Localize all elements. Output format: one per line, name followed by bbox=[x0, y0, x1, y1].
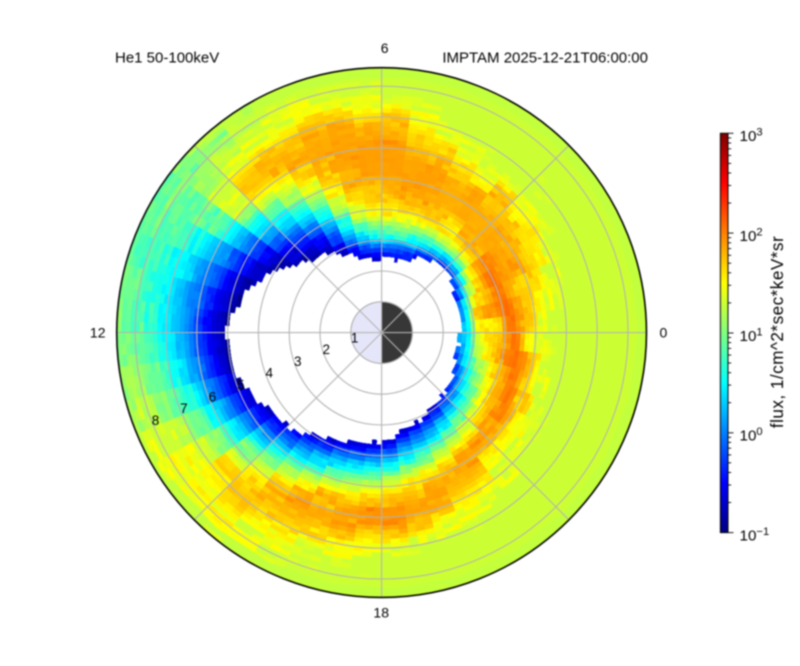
svg-text:1: 1 bbox=[351, 330, 359, 345]
svg-text:6: 6 bbox=[381, 40, 389, 56]
svg-text:He1 50-100keV: He1 50-100keV bbox=[115, 50, 219, 67]
svg-text:2: 2 bbox=[322, 342, 330, 357]
svg-text:8: 8 bbox=[152, 413, 160, 428]
svg-text:0: 0 bbox=[660, 325, 668, 341]
svg-text:5: 5 bbox=[237, 378, 245, 393]
svg-text:4: 4 bbox=[266, 366, 274, 381]
svg-text:6: 6 bbox=[209, 389, 217, 404]
svg-text:flux, 1/cm^2*sec*keV*sr: flux, 1/cm^2*sec*keV*sr bbox=[767, 236, 787, 428]
svg-text:18: 18 bbox=[373, 605, 389, 621]
svg-text:7: 7 bbox=[180, 401, 188, 416]
svg-text:IMPTAM 2025-12-21T06:00:00: IMPTAM 2025-12-21T06:00:00 bbox=[442, 50, 648, 67]
svg-text:3: 3 bbox=[294, 354, 302, 369]
svg-text:12: 12 bbox=[90, 325, 106, 341]
